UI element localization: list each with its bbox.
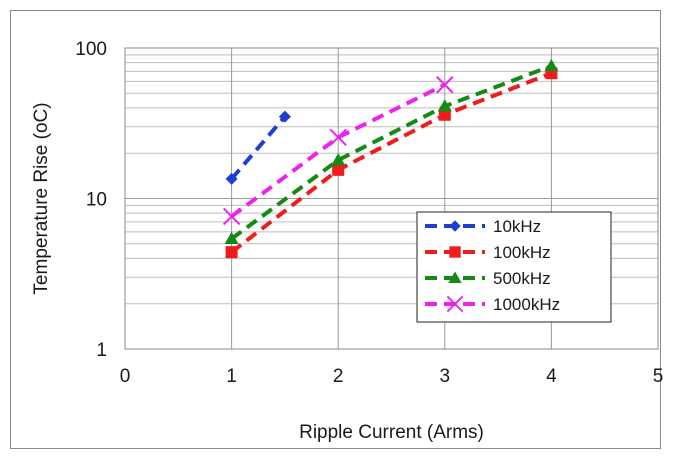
x-tick-label: 4	[546, 366, 557, 387]
series-line	[230, 64, 553, 241]
data-point	[437, 99, 452, 112]
data-point	[544, 58, 559, 72]
legend-marker	[448, 271, 462, 283]
legend: 10kHz 100kHz 500kHz 1000kHz	[416, 211, 612, 323]
legend-marker	[449, 220, 461, 232]
x-marker-stroke	[329, 128, 347, 147]
legend-item: 100kHz	[425, 243, 551, 262]
series-line	[230, 71, 553, 254]
data-point	[222, 207, 241, 226]
x-marker-stroke	[436, 76, 454, 94]
plot-area	[124, 47, 659, 350]
x-tick-label: 2	[333, 366, 344, 387]
legend-marker	[446, 295, 464, 313]
x-tick-label: 3	[440, 366, 451, 387]
data-point	[278, 110, 291, 123]
series-100khz	[225, 67, 558, 259]
data-point	[438, 108, 451, 121]
series-layer	[222, 58, 559, 259]
x-tick-label: 1	[226, 366, 237, 387]
series-line	[230, 115, 287, 181]
y-axis-title: Temperature Rise (oC)	[31, 102, 52, 294]
data-point	[329, 128, 347, 147]
series-line	[230, 82, 446, 219]
series-10khz	[225, 110, 291, 185]
data-point	[224, 231, 239, 245]
legend-item: 500kHz	[425, 269, 551, 288]
y-tick-label: 100	[75, 39, 107, 60]
legend-label: 1000kHz	[493, 295, 560, 314]
data-point	[225, 246, 238, 259]
y-tick-label: 1	[96, 340, 107, 361]
legend-item: 1000kHz	[425, 295, 560, 314]
legend-label: 100kHz	[493, 243, 551, 262]
series-500khz	[224, 58, 559, 245]
legend-label: 500kHz	[493, 269, 551, 288]
data-point	[225, 172, 238, 185]
y-tick-label: 10	[86, 190, 107, 211]
x-marker-stroke	[222, 207, 241, 226]
series-1000khz	[222, 76, 454, 226]
data-point	[332, 163, 345, 176]
x-axis-title: Ripple Current (Arms)	[299, 422, 484, 443]
legend-item: 10kHz	[425, 217, 541, 236]
legend-label: 10kHz	[493, 217, 541, 236]
data-point	[331, 153, 346, 166]
legend-marker	[449, 246, 461, 258]
data-point	[436, 76, 454, 94]
x-tick-label: 0	[120, 366, 131, 387]
x-marker-stroke	[446, 295, 464, 313]
x-tick-label: 5	[653, 366, 664, 387]
